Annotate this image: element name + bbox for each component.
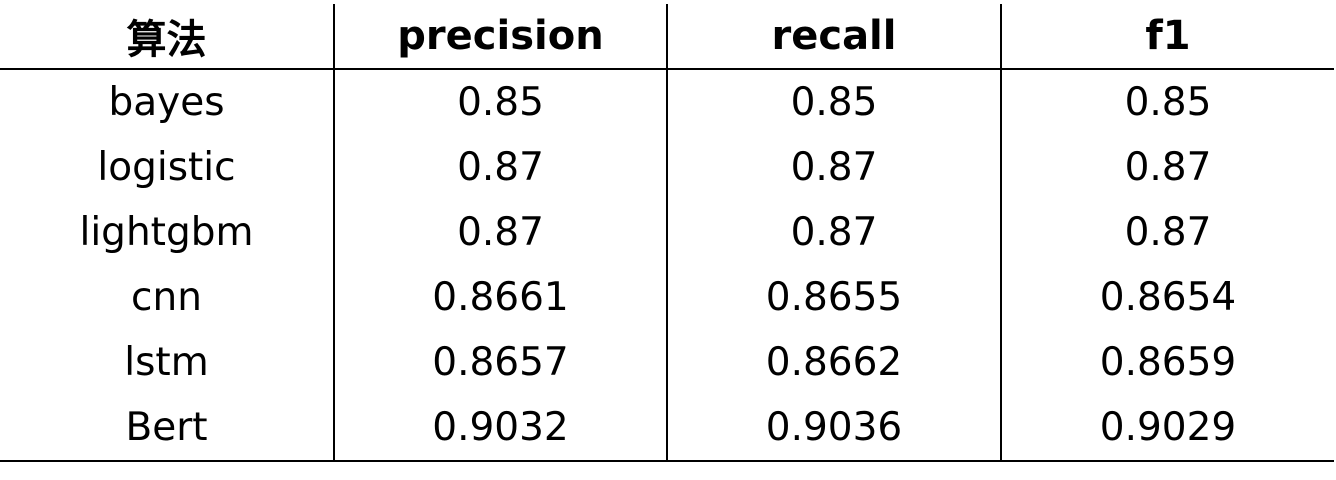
cell-f1: 0.9029	[1000, 395, 1334, 462]
table-row: Bert 0.9032 0.9036 0.9029	[0, 395, 1334, 462]
cell-precision: 0.9032	[333, 395, 667, 462]
table-row: lightgbm 0.87 0.87 0.87	[0, 200, 1334, 265]
cell-recall: 0.8662	[666, 330, 1001, 395]
table-row: lstm 0.8657 0.8662 0.8659	[0, 330, 1334, 395]
header-f1: f1	[1000, 4, 1334, 70]
cell-precision: 0.85	[333, 69, 667, 135]
cell-recall: 0.87	[666, 200, 1001, 265]
table-row: cnn 0.8661 0.8655 0.8654	[0, 265, 1334, 330]
cell-precision: 0.87	[333, 135, 667, 200]
results-table: 算法 precision recall f1 bayes 0.85 0.85 0…	[0, 4, 1334, 462]
header-precision: precision	[333, 4, 667, 70]
results-table-container: 算法 precision recall f1 bayes 0.85 0.85 0…	[0, 4, 1334, 462]
table-row: logistic 0.87 0.87 0.87	[0, 135, 1334, 200]
header-row: 算法 precision recall f1	[0, 4, 1334, 70]
header-recall: recall	[666, 4, 1001, 70]
cell-f1: 0.85	[1000, 69, 1334, 135]
cell-algorithm: bayes	[108, 80, 225, 125]
cell-recall: 0.8655	[666, 265, 1001, 330]
header-algorithm: 算法	[0, 4, 334, 70]
cell-f1: 0.8659	[1000, 330, 1334, 395]
cell-algorithm: logistic	[97, 145, 236, 190]
cell-recall: 0.87	[666, 135, 1001, 200]
cell-recall: 0.85	[666, 69, 1001, 135]
cell-algorithm: lightgbm	[79, 210, 254, 255]
table-row: bayes 0.85 0.85 0.85	[0, 69, 1334, 135]
cell-f1: 0.8654	[1000, 265, 1334, 330]
cell-f1: 0.87	[1000, 200, 1334, 265]
cell-precision: 0.87	[333, 200, 667, 265]
cell-algorithm: Bert	[0, 395, 334, 462]
cell-precision: 0.8657	[333, 330, 667, 395]
cell-recall: 0.9036	[666, 395, 1001, 462]
cell-precision: 0.8661	[333, 265, 667, 330]
cell-algorithm: lstm	[124, 340, 209, 385]
cell-algorithm: cnn	[131, 275, 202, 320]
cell-f1: 0.87	[1000, 135, 1334, 200]
